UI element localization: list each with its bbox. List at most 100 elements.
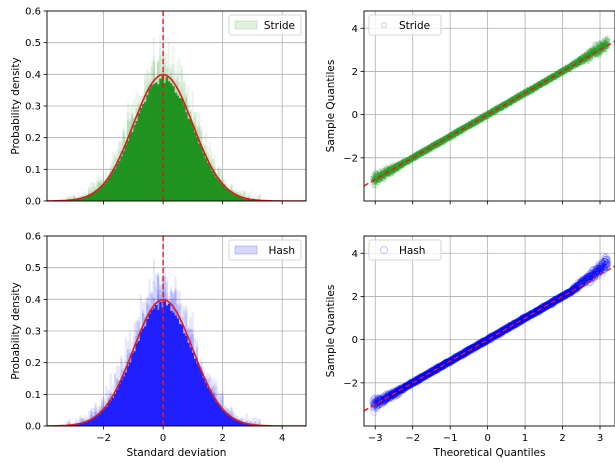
qq-stride-point bbox=[374, 170, 382, 178]
hist-stride-bar bbox=[221, 184, 225, 201]
qq-stride-point bbox=[580, 51, 589, 59]
hist-stride-bar bbox=[217, 179, 220, 201]
qq-stride-point bbox=[374, 169, 382, 177]
hist-stride-bar bbox=[96, 189, 100, 201]
qq-stride-point bbox=[372, 175, 380, 183]
hist-hash-bar bbox=[120, 380, 123, 426]
qq-stride-point bbox=[599, 44, 607, 52]
qq-stride-point bbox=[379, 169, 387, 177]
hist-hash-bar bbox=[90, 419, 93, 426]
qq-stride-point bbox=[585, 53, 593, 61]
hist-stride-ylabel: Probability density bbox=[10, 57, 22, 154]
qq-stride-point bbox=[601, 39, 609, 47]
qq-stride-point bbox=[373, 170, 382, 178]
hist-stride-bar bbox=[230, 192, 233, 201]
qq-stride-point bbox=[594, 48, 602, 55]
qq-stride-point bbox=[380, 173, 388, 181]
qq-stride-plot-area bbox=[364, 11, 615, 201]
qq-stride-point bbox=[371, 175, 379, 183]
qq-stride-point bbox=[587, 48, 595, 56]
hist-stride-bar bbox=[129, 133, 132, 201]
hist-hash-ylabel: Probability density bbox=[10, 282, 22, 379]
hist-hash-bar bbox=[148, 313, 151, 426]
qq-stride-point bbox=[578, 53, 586, 61]
hist-stride-bar bbox=[68, 196, 71, 201]
hist-stride-bar bbox=[148, 88, 151, 201]
hist-stride-bar bbox=[211, 170, 214, 201]
hist-stride-bar bbox=[213, 173, 216, 201]
hist-stride-bar bbox=[68, 196, 71, 201]
qq-stride-point bbox=[600, 46, 608, 54]
qq-hash-point bbox=[371, 397, 379, 405]
hist-stride-bar bbox=[90, 194, 93, 201]
qq-hash-point bbox=[377, 395, 385, 403]
hist-hash-bar bbox=[79, 415, 82, 426]
qq-hash-point bbox=[370, 395, 378, 403]
qq-hash-point bbox=[379, 393, 387, 401]
qq-stride-point bbox=[383, 170, 391, 178]
qq-stride-point bbox=[380, 169, 388, 177]
qq-stride-frame bbox=[363, 10, 615, 202]
hist-stride-bar bbox=[200, 146, 203, 201]
qq-stride-point bbox=[575, 55, 584, 63]
qq-stride-marks bbox=[364, 34, 615, 189]
hist-hash-bar bbox=[226, 414, 229, 426]
qq-stride-point bbox=[380, 168, 389, 176]
hist-stride-bar bbox=[150, 85, 154, 201]
qq-stride-point bbox=[369, 173, 378, 181]
qq-stride-point bbox=[587, 52, 595, 60]
qq-stride-point bbox=[586, 47, 594, 55]
qq-stride-point bbox=[586, 50, 594, 57]
qq-stride-point bbox=[603, 37, 611, 45]
hist-stride-legend-box bbox=[228, 14, 302, 36]
qq-stride-point bbox=[588, 46, 596, 54]
hist-hash-bar bbox=[94, 416, 97, 426]
qq-stride-point bbox=[581, 55, 590, 62]
hist-hash-bar bbox=[187, 342, 190, 426]
qq-stride-point bbox=[595, 48, 603, 55]
qq-stride-point bbox=[585, 46, 593, 54]
qq-hash-point bbox=[378, 397, 386, 405]
qq-stride-point bbox=[599, 44, 607, 52]
qq-hash-point bbox=[374, 394, 382, 402]
hist-hash-legend-box bbox=[228, 239, 302, 261]
qq-stride-point bbox=[581, 52, 589, 59]
hist-hash-bar bbox=[258, 422, 261, 426]
hist-stride-bar bbox=[72, 195, 76, 201]
qq-stride-point bbox=[593, 47, 602, 55]
qq-stride-point bbox=[377, 168, 385, 176]
qq-stride-point bbox=[602, 41, 610, 48]
qq-stride-point bbox=[376, 170, 384, 178]
hist-hash-bar bbox=[118, 383, 121, 426]
hist-hash-ytick-label: 0.2 bbox=[25, 358, 41, 369]
hist-stride-bar bbox=[159, 78, 162, 201]
qq-stride-point bbox=[373, 175, 381, 183]
qq-hash-point bbox=[581, 279, 589, 287]
hist-hash-bar bbox=[152, 308, 156, 426]
qq-stride-point bbox=[600, 41, 608, 49]
qq-stride-point bbox=[586, 46, 595, 54]
hist-stride-bar bbox=[256, 195, 259, 201]
hist-stride-fit-curve bbox=[47, 73, 306, 201]
hist-stride-bar bbox=[178, 98, 182, 201]
hist-stride-bar bbox=[154, 82, 158, 201]
hist-hash-bar bbox=[81, 422, 84, 426]
qq-stride-point bbox=[371, 168, 380, 176]
qq-stride-point bbox=[588, 46, 596, 54]
qq-hash-point bbox=[376, 396, 384, 404]
hist-hash-bar bbox=[100, 410, 104, 426]
hist-hash-bar bbox=[83, 415, 86, 426]
hist-hash-bar bbox=[113, 393, 117, 426]
qq-stride-point bbox=[589, 50, 598, 58]
qq-stride-point bbox=[370, 170, 378, 178]
qq-stride-legend: Stride bbox=[368, 14, 442, 36]
qq-hash-point bbox=[374, 398, 382, 406]
qq-stride-point bbox=[586, 48, 594, 56]
qq-hash-point bbox=[590, 270, 598, 278]
hist-stride-bar bbox=[252, 195, 255, 201]
hist-stride-bar bbox=[239, 196, 242, 201]
hist-stride-bar bbox=[90, 181, 93, 201]
hist-stride-bar bbox=[137, 113, 141, 201]
